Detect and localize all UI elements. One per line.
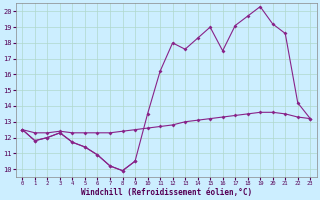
X-axis label: Windchill (Refroidissement éolien,°C): Windchill (Refroidissement éolien,°C) (81, 188, 252, 197)
